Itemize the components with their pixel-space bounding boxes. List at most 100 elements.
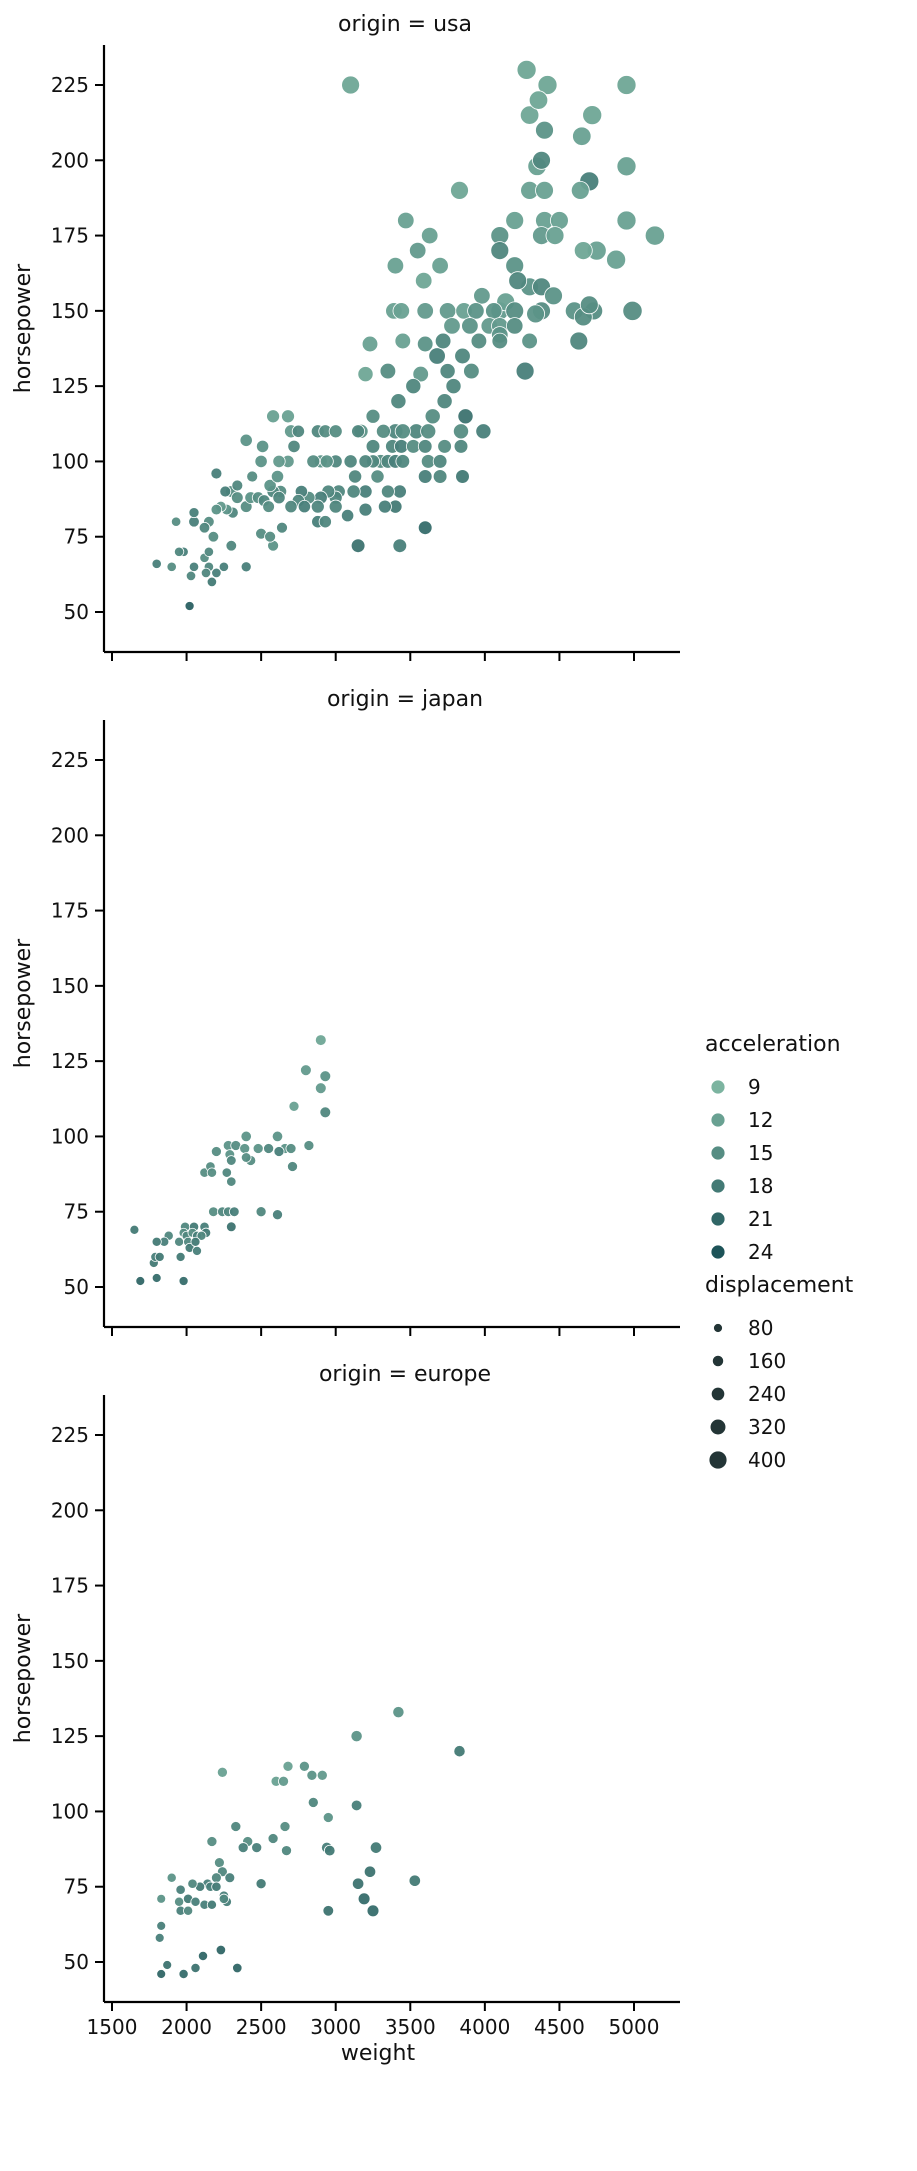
legend-size-marker (708, 1450, 728, 1470)
scatter-point (207, 530, 220, 543)
legend-size-label: 320 (748, 1415, 786, 1439)
scatter-point (226, 1155, 237, 1166)
scatter-point (319, 454, 334, 469)
scatter-point (485, 302, 503, 320)
scatter-point (544, 286, 563, 306)
legend-hue-marker (710, 1112, 726, 1128)
scatter-point (206, 1899, 217, 1910)
scatter-point (358, 454, 373, 469)
panel-title-2: origin = europe (319, 1362, 491, 1387)
legend-hue-marker (710, 1145, 726, 1161)
scatter-point (273, 1146, 285, 1157)
legend-size-label: 80 (748, 1316, 773, 1340)
y-tick-label: 100 (51, 1124, 89, 1148)
scatter-point (616, 75, 637, 95)
legend-hue-marker (710, 1244, 726, 1260)
y-axis-label: horsepower (11, 1613, 36, 1743)
y-tick-label: 225 (51, 73, 89, 97)
scatter-point (622, 300, 643, 321)
scatter-point (170, 516, 182, 527)
scatter-point (206, 1836, 218, 1847)
scatter-point (369, 1841, 383, 1854)
scatter-point (156, 1893, 167, 1904)
scatter-point (175, 1251, 186, 1262)
scatter-point (237, 1842, 249, 1854)
scatter-point (380, 484, 395, 499)
y-axis-label: horsepower (11, 263, 36, 393)
scatter-point (246, 470, 259, 483)
scatter-point (197, 1950, 209, 1962)
y-tick-label: 75 (64, 1875, 89, 1899)
x-tick-label: 1500 (87, 2015, 138, 2039)
y-axis-label: horsepower (11, 938, 36, 1068)
scatter-point (224, 1872, 236, 1884)
scatter-point (341, 75, 361, 95)
scatter-point (392, 538, 408, 553)
scatter-point (226, 1221, 237, 1233)
scatter-point (272, 1209, 283, 1221)
x-tick-label: 3500 (385, 2015, 436, 2039)
y-tick-label: 50 (64, 1275, 89, 1299)
scatter-point (183, 1905, 194, 1916)
scatter-point (166, 1872, 177, 1883)
scatter-point (276, 521, 288, 534)
scatter-point (537, 75, 558, 95)
y-tick-label: 125 (51, 1724, 89, 1748)
scatter-point (463, 362, 480, 380)
scatter-point (505, 211, 525, 230)
scatter-point (431, 257, 449, 275)
scatter-point (270, 469, 285, 484)
scatter-point (166, 561, 177, 572)
y-tick-label: 100 (51, 449, 89, 473)
scatter-point (432, 469, 448, 484)
scatter-point (450, 180, 469, 200)
scatter-point (187, 1878, 198, 1889)
scatter-point (375, 423, 391, 439)
scatter-point (323, 1844, 336, 1857)
legend-hue-label: 18 (748, 1174, 773, 1198)
scatter-point (285, 1143, 297, 1154)
scatter-point (162, 1960, 173, 1970)
scatter-point (281, 1845, 292, 1857)
scatter-point (569, 331, 589, 351)
scatter-point (221, 1167, 232, 1178)
scatter-point (582, 105, 603, 126)
scatter-point (255, 1206, 267, 1218)
x-axis-label: weight (341, 2041, 416, 2066)
scatter-point (263, 478, 277, 493)
scatter-point (316, 1769, 328, 1781)
y-tick-label: 75 (64, 525, 89, 549)
scatter-point (528, 90, 549, 110)
scatter-point (470, 332, 488, 350)
scatter-point (341, 509, 355, 523)
scatter-point (616, 210, 637, 231)
scatter-point (455, 469, 470, 484)
scatter-point (252, 1143, 264, 1154)
scatter-point (240, 561, 252, 573)
scatter-point (135, 1276, 146, 1286)
scatter-point (386, 257, 405, 275)
scatter-point (263, 1143, 275, 1154)
legend-hue-label: 15 (748, 1141, 773, 1165)
scatter-point (412, 365, 429, 383)
x-tick-label: 4000 (459, 2015, 510, 2039)
scatter-point (421, 226, 439, 245)
scatter-point (394, 423, 411, 440)
scatter-point (303, 1140, 315, 1151)
legend-hue-marker (710, 1178, 726, 1194)
legend-hue-title: acceleration (705, 1032, 841, 1057)
scatter-point (211, 1872, 222, 1884)
scatter-point (226, 1176, 237, 1187)
scatter-point (491, 332, 509, 350)
y-tick-label: 75 (64, 1200, 89, 1224)
scatter-point (417, 439, 433, 454)
scatter-point (175, 1884, 186, 1895)
scatter-point (545, 226, 565, 246)
scatter-point (272, 454, 286, 468)
scatter-point (454, 347, 471, 365)
scatter-point (453, 439, 469, 454)
scatter-point (424, 408, 441, 425)
scatter-point (490, 241, 510, 261)
scatter-point (240, 1152, 252, 1163)
